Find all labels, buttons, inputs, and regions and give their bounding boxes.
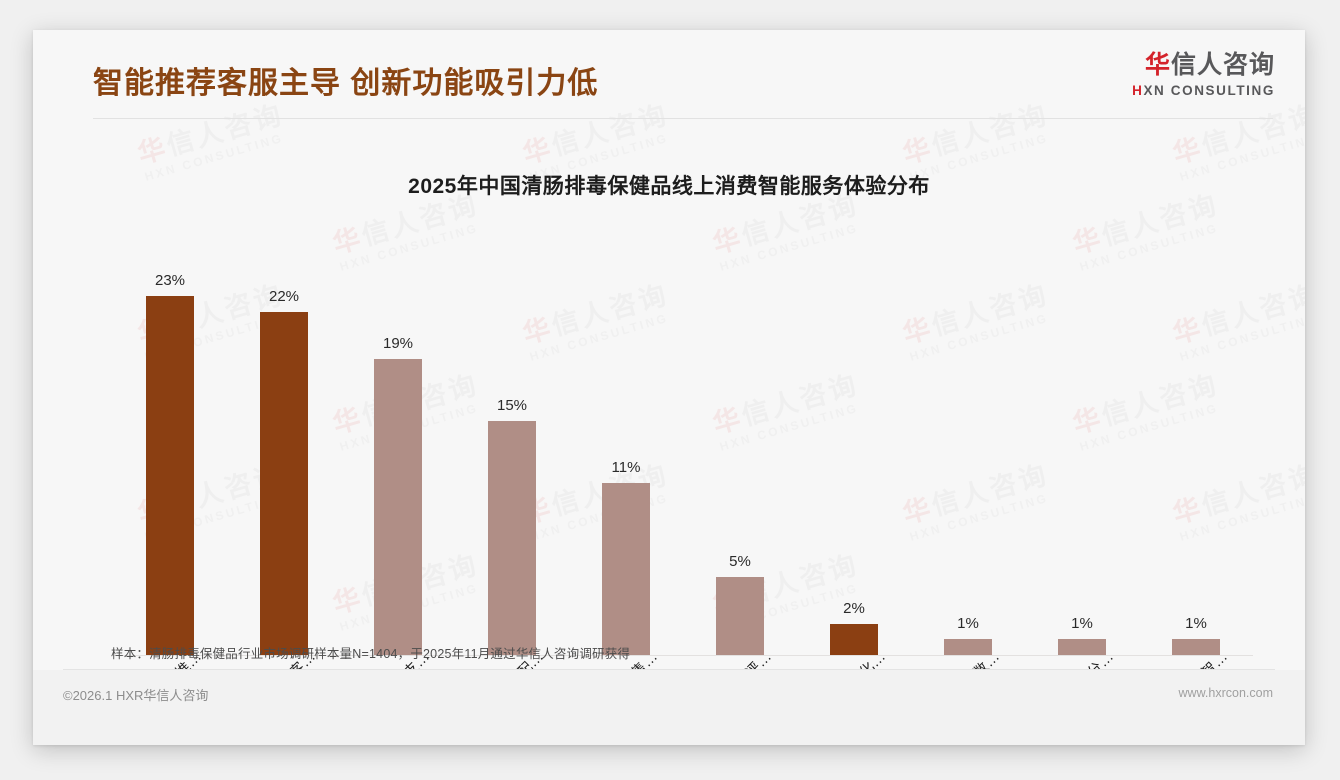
bar <box>146 296 194 655</box>
bar-column: 22% <box>227 225 341 655</box>
bar <box>374 358 422 655</box>
bar-column: 23% <box>113 225 227 655</box>
chart-baseline <box>113 655 1253 656</box>
bar-column: 1% <box>1025 225 1139 655</box>
bar <box>260 311 308 655</box>
copyright-text: ©2026.1 HXR华信人咨询 <box>63 688 209 703</box>
website-url[interactable]: www.hxrcon.com <box>1178 686 1273 700</box>
bar-column: 1% <box>911 225 1025 655</box>
bar-column: 1% <box>1139 225 1253 655</box>
bar-value-label: 1% <box>1071 615 1093 633</box>
bar <box>716 577 764 655</box>
bar-column: 19% <box>341 225 455 655</box>
bar-value-label: 22% <box>268 287 300 305</box>
bar-value-label: 1% <box>957 615 979 633</box>
chart-plot: 23%22%19%15%11%5%2%1%1%1% 智能推…智能客…智能支…智能… <box>81 225 1271 702</box>
bar-value-label: 19% <box>382 334 414 352</box>
page-title: 智能推荐客服主导 创新功能吸引力低 <box>93 67 599 100</box>
bar-column: 2% <box>797 225 911 655</box>
title-divider <box>93 118 1273 119</box>
logo-chinese: 华信人咨询 <box>1132 51 1275 80</box>
chart-area: 2025年中国清肠排毒保健品线上消费智能服务体验分布 23% 22% 19% 15% 1… <box>33 125 1305 702</box>
bar-value-label: 23% <box>154 272 186 290</box>
bar-value-label: 11% <box>611 459 641 477</box>
bar-column: 15% <box>455 225 569 655</box>
bar <box>488 421 536 655</box>
chart-bars: 23% 22% 19% 15% 11% 5% 2% 1% 1% 1% <box>113 225 1253 655</box>
bar-value-label: 1% <box>1185 615 1207 633</box>
logo-english: HXN CONSULTING <box>1132 83 1275 98</box>
logo-en-initial: H <box>1132 82 1144 98</box>
bar <box>944 639 992 655</box>
bar <box>602 483 650 655</box>
bar-value-label: 2% <box>843 599 865 617</box>
slide-header: 智能推荐客服主导 创新功能吸引力低 华信人咨询 HXN CONSULTING <box>33 30 1305 120</box>
brand-logo: 华信人咨询 HXN CONSULTING <box>1132 51 1275 98</box>
chart-title: 2025年中国清肠排毒保健品线上消费智能服务体验分布 <box>408 175 930 198</box>
bar <box>830 623 878 655</box>
source-note: 样本：清肠排毒保健品行业市场调研样本量N=1404，于2025年11月通过华信人… <box>111 647 631 661</box>
bar <box>1058 639 1106 655</box>
bar-value-label: 5% <box>729 553 751 570</box>
slide-card: 华信人咨询 HXN CONSULTING 华信人咨询 HXN CONSULTING 华信… <box>33 30 1305 745</box>
bar-column: 5% <box>683 225 797 655</box>
logo-chars-rest: 信人咨询 <box>1170 51 1275 79</box>
logo-en-rest: XN CONSULTING <box>1143 82 1275 98</box>
bar-value-label: 15% <box>496 397 528 414</box>
bar-column: 11% <box>569 225 683 655</box>
slide-footer: ©2026.1 HXR华信人咨询 www.hxrcon.com <box>33 670 1305 745</box>
bar <box>1172 639 1220 655</box>
footer-divider <box>63 669 1275 670</box>
logo-char-hua: 华 <box>1144 51 1171 79</box>
